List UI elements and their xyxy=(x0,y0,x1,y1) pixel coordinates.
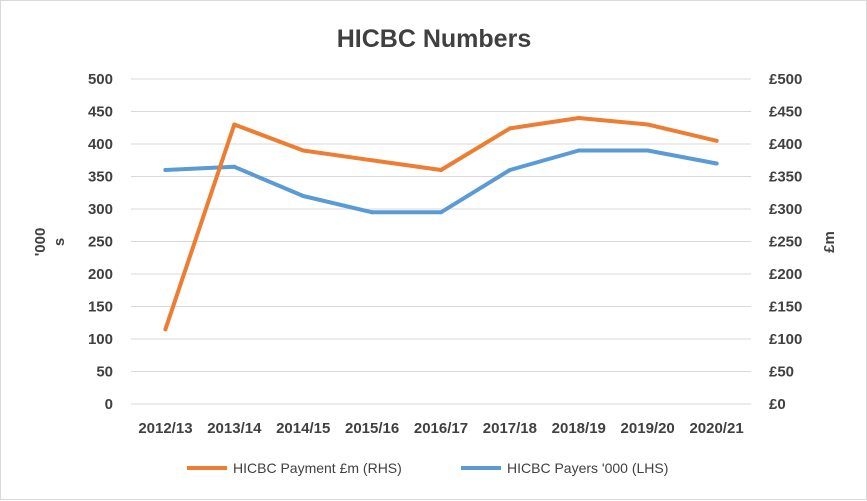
left-tick-label: 250 xyxy=(88,234,113,251)
x-tick-label: 2019/20 xyxy=(621,420,675,437)
right-axis-label: £m xyxy=(821,231,838,253)
x-tick-label: 2014/15 xyxy=(276,420,330,437)
data-point-payment xyxy=(714,138,719,143)
data-point-payers xyxy=(370,210,375,215)
left-tick-label: 0 xyxy=(105,396,113,413)
legend: HICBC Payment £m (RHS) HICBC Payers '000… xyxy=(187,460,668,476)
left-tick-label: 350 xyxy=(88,169,113,186)
right-tick-label: £150 xyxy=(769,299,802,316)
left-axis-ticks: 0 50 100 150 200 250 300 350 400 450 500 xyxy=(88,71,113,413)
data-point-payers xyxy=(163,168,168,172)
left-tick-label: 300 xyxy=(88,201,113,218)
chart-title: HICBC Numbers xyxy=(337,25,531,53)
left-tick-label: 400 xyxy=(88,136,113,153)
x-tick-label: 2020/21 xyxy=(689,420,743,437)
right-tick-label: £400 xyxy=(769,136,802,153)
x-tick-label: 2016/17 xyxy=(414,420,468,437)
right-tick-label: £500 xyxy=(769,71,802,88)
legend-label-payers: HICBC Payers '000 (LHS) xyxy=(507,460,668,476)
data-point-payment xyxy=(507,126,512,131)
right-axis-ticks: £0 £50 £100 £150 £200 £250 £300 £350 £400 £450 £50… xyxy=(769,71,802,413)
x-tick-label: 2017/18 xyxy=(483,420,537,437)
left-tick-label: 450 xyxy=(88,104,113,121)
x-axis-ticks: 2012/13 2013/14 2014/15 2015/16 2016/17 2017/… xyxy=(138,420,743,437)
right-tick-label: £350 xyxy=(769,169,802,186)
data-point-payment xyxy=(232,122,237,127)
series-line-payers xyxy=(163,148,719,215)
right-tick-label: £200 xyxy=(769,266,802,283)
x-tick-label: 2013/14 xyxy=(207,420,262,437)
data-point-payers xyxy=(714,161,719,166)
data-point-payment xyxy=(645,122,650,127)
left-tick-label: 200 xyxy=(88,266,113,283)
gridlines xyxy=(131,78,751,405)
x-tick-label: 2015/16 xyxy=(345,420,399,437)
right-tick-label: £250 xyxy=(769,234,802,251)
data-point-payers xyxy=(439,210,443,215)
series-lines xyxy=(163,116,719,332)
x-tick-label: 2018/19 xyxy=(552,420,606,437)
data-point-payment xyxy=(163,327,168,332)
data-point-payment xyxy=(301,148,306,153)
right-tick-label: £0 xyxy=(769,396,786,413)
data-point-payment xyxy=(439,168,443,172)
data-point-payers xyxy=(507,168,512,172)
right-tick-label: £300 xyxy=(769,201,802,218)
left-tick-label: 150 xyxy=(88,299,113,316)
left-tick-label: 500 xyxy=(88,71,113,88)
data-point-payers xyxy=(576,148,581,153)
right-tick-label: £50 xyxy=(769,364,794,381)
right-tick-label: £100 xyxy=(769,331,802,348)
right-tick-label: £450 xyxy=(769,104,802,121)
left-tick-label: 50 xyxy=(96,364,113,381)
data-point-payers xyxy=(301,194,306,198)
x-tick-label: 2012/13 xyxy=(138,420,192,437)
data-point-payment xyxy=(370,158,375,163)
left-tick-label: 100 xyxy=(88,331,113,348)
left-axis-label-line2: s xyxy=(51,238,68,246)
data-point-payment xyxy=(576,116,581,120)
legend-label-payment: HICBC Payment £m (RHS) xyxy=(233,460,402,476)
data-point-payers xyxy=(645,148,650,153)
left-axis-label-line1: '000 xyxy=(32,228,49,257)
data-point-payers xyxy=(232,164,237,169)
